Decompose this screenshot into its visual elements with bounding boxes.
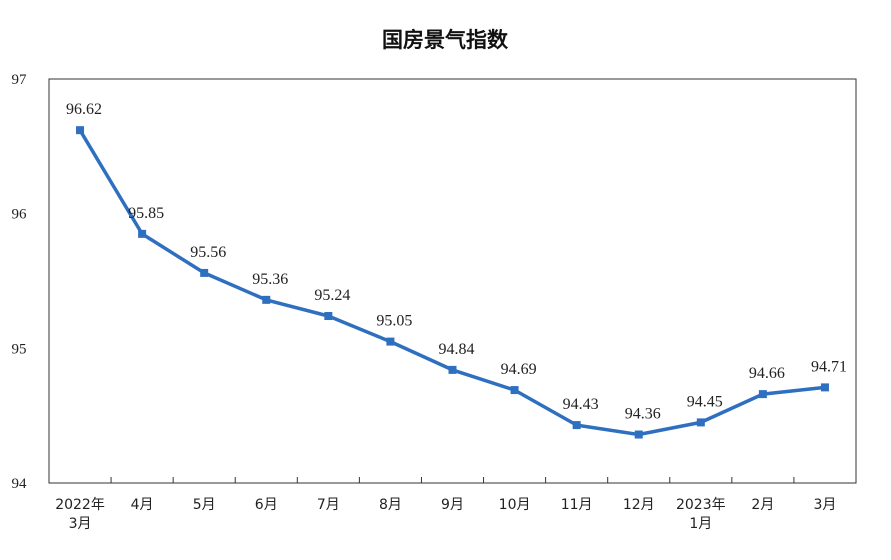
y-tick-label: 97	[12, 72, 28, 88]
x-tick-label: 4月	[131, 497, 154, 513]
data-point-marker	[820, 383, 829, 392]
data-label: 94.43	[563, 396, 599, 413]
data-label: 94.71	[811, 358, 847, 375]
series-line	[78, 129, 826, 437]
y-tick-label: 95	[12, 341, 27, 357]
x-tick-label: 6月	[255, 497, 278, 513]
data-point-marker	[324, 312, 333, 321]
y-tick-label: 96	[12, 207, 28, 223]
x-tick-label: 1月	[689, 516, 712, 532]
data-point-marker	[138, 229, 147, 238]
x-tick-label: 8月	[379, 497, 402, 513]
data-label: 95.24	[314, 287, 350, 304]
x-tick-label: 12月	[623, 497, 655, 513]
data-point-marker	[634, 430, 643, 439]
x-tick-label: 7月	[317, 497, 340, 513]
data-label: 95.36	[252, 271, 288, 288]
x-tick-label: 10月	[499, 497, 531, 513]
data-label: 94.69	[501, 361, 537, 378]
x-tick-label: 11月	[561, 497, 593, 513]
x-tick-label: 2023年	[676, 497, 726, 513]
data-point-marker	[76, 126, 85, 135]
data-label: 95.85	[128, 205, 164, 222]
x-tick-label: 5月	[193, 497, 216, 513]
data-label: 94.45	[687, 393, 723, 410]
data-point-marker	[386, 337, 395, 346]
data-point-marker	[262, 295, 271, 304]
data-point-marker	[510, 386, 519, 395]
data-point-marker	[200, 268, 209, 277]
data-label: 95.05	[376, 313, 412, 330]
x-tick-label: 2月	[751, 497, 774, 513]
x-tick-label: 3月	[69, 516, 92, 532]
x-tick-label: 9月	[441, 497, 464, 513]
data-label: 95.56	[190, 244, 226, 261]
data-label: 96.62	[66, 101, 102, 118]
chart-title: 国房景气指数	[382, 28, 509, 52]
data-point-marker	[448, 365, 457, 374]
data-point-marker	[572, 421, 581, 430]
plot-frame	[48, 78, 857, 484]
data-label: 94.84	[439, 341, 475, 358]
data-label: 94.36	[625, 406, 661, 423]
data-point-marker	[696, 418, 705, 427]
x-tick-label: 2022年	[55, 497, 105, 513]
data-label: 94.66	[749, 365, 785, 382]
data-point-marker	[758, 390, 767, 399]
x-tick-label: 3月	[814, 497, 837, 513]
y-tick-label: 94	[12, 476, 28, 492]
